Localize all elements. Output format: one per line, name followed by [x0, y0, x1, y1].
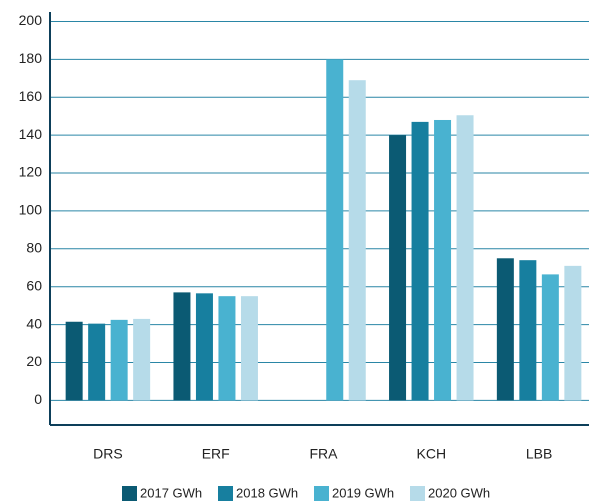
x-tick-label: ERF [202, 446, 230, 462]
bar [348, 80, 366, 401]
y-tick-label: 100 [19, 202, 43, 218]
bar [326, 59, 344, 401]
y-tick-label: 20 [26, 353, 42, 369]
bar [88, 323, 106, 401]
bar [65, 321, 83, 401]
y-tick-label: 140 [19, 126, 43, 142]
y-tick-label: 40 [26, 315, 42, 331]
x-tick-label: LBB [526, 446, 552, 462]
bar [389, 135, 407, 401]
legend-label: 2017 GWh [140, 485, 202, 500]
y-tick-label: 200 [19, 12, 43, 28]
bar [218, 296, 236, 401]
x-tick-label: FRA [310, 446, 339, 462]
bar [173, 292, 191, 401]
legend-label: 2018 GWh [236, 485, 298, 500]
y-tick-label: 180 [19, 50, 43, 66]
legend-label: 2019 GWh [332, 485, 394, 500]
legend-label: 2020 GWh [428, 485, 490, 500]
x-tick-label: KCH [417, 446, 447, 462]
bar [240, 296, 258, 401]
legend-swatch [410, 486, 425, 501]
y-tick-label: 0 [34, 391, 42, 407]
bar [519, 260, 537, 401]
bar [110, 319, 128, 401]
bar [496, 258, 514, 401]
legend-swatch [122, 486, 137, 501]
y-tick-label: 60 [26, 277, 42, 293]
bar [541, 274, 559, 401]
bar [456, 115, 474, 401]
y-tick-label: 160 [19, 88, 43, 104]
bar [434, 119, 452, 401]
bar [133, 318, 151, 401]
legend-swatch [314, 486, 329, 501]
bar [564, 265, 582, 401]
bar [195, 293, 213, 401]
bar [411, 121, 429, 401]
legend-swatch [218, 486, 233, 501]
x-tick-label: DRS [93, 446, 123, 462]
y-tick-label: 120 [19, 164, 43, 180]
y-tick-label: 80 [26, 240, 42, 256]
